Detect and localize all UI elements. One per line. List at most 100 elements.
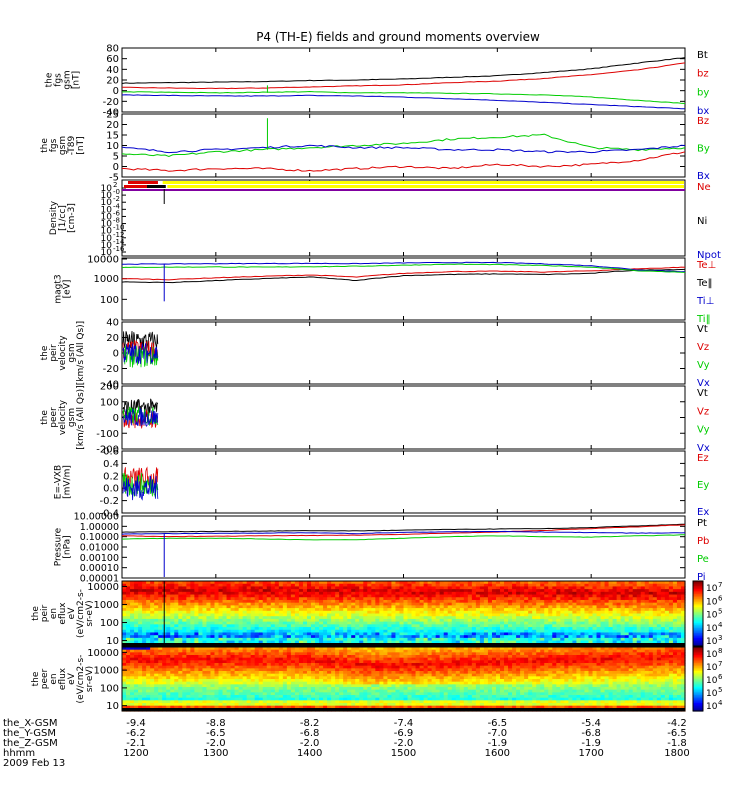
spectrogram-cell [427, 586, 433, 590]
spectrogram-cell [298, 597, 304, 601]
spectrogram-cell [282, 676, 288, 680]
spectrogram-cell [134, 668, 139, 672]
spectrogram-cell [130, 663, 135, 667]
spectrogram-cell [467, 632, 473, 636]
spectrogram-cell [676, 591, 682, 596]
spectrogram-cell [327, 624, 332, 628]
spectrogram-cell [186, 705, 191, 709]
spectrogram-cell [178, 697, 183, 701]
spectrogram-cell [270, 663, 276, 667]
spectrogram-cell [242, 671, 248, 675]
spectrogram-cell [395, 589, 401, 593]
spectrogram-cell [186, 676, 191, 680]
spectrogram-cell [504, 594, 509, 598]
spectrogram-cell [222, 657, 228, 661]
spectrogram-cell [471, 589, 477, 593]
spectrogram-cell [475, 599, 481, 604]
spectrogram-cell [600, 583, 606, 588]
spectrogram-cell [648, 586, 654, 590]
spectrogram-cell [419, 605, 425, 609]
spectrogram-cell [463, 632, 469, 636]
spectrogram-cell [435, 632, 441, 636]
spectrogram-cell [387, 632, 393, 636]
spectrogram-cell [122, 673, 127, 677]
spectrogram-cell [536, 586, 541, 590]
spectrogram-cell [266, 618, 272, 623]
y-tick-label: 0 [113, 162, 119, 173]
spectrogram-cell [146, 586, 151, 590]
spectrogram-cell [588, 640, 594, 644]
spectrogram-cell [182, 624, 187, 628]
spectrogram-cell [572, 599, 578, 604]
spectrogram-cell [500, 594, 505, 598]
colorbar-cell [693, 611, 703, 615]
spectrogram-cell [234, 629, 240, 634]
spectrogram-cell [552, 589, 557, 593]
spectrogram-cell [142, 635, 147, 639]
spectrogram-cell [194, 581, 200, 585]
spectrogram-cell [174, 586, 179, 590]
spectrogram-cell [146, 668, 151, 672]
spectrogram-cell [540, 597, 545, 601]
spectrogram-cell [134, 697, 139, 701]
spectrogram-cell [282, 616, 288, 620]
spectrogram-cell [182, 692, 187, 696]
spectrogram-cell [134, 610, 139, 615]
spectrogram-cell [463, 599, 469, 604]
spectrogram-cell [363, 621, 368, 625]
spectrogram-cell [262, 671, 268, 675]
y-axis-label-line: the [40, 138, 50, 153]
spectrogram-cell [367, 616, 372, 620]
spectrogram-cell [664, 613, 670, 617]
spectrogram-cell [182, 663, 187, 667]
spectrogram-cell [311, 586, 316, 590]
spectrogram-cell [202, 629, 208, 634]
spectrogram-cell [122, 692, 127, 696]
spectrogram-cell [158, 608, 163, 612]
colorbar-cell [693, 615, 703, 618]
spectrogram-cell [648, 629, 654, 634]
spectrogram-cell [596, 589, 602, 593]
spectrogram-cell [126, 665, 131, 669]
spectrogram-cell [146, 610, 151, 615]
spectrogram-cell [319, 671, 324, 675]
spectrogram-cell [620, 635, 626, 639]
spectrogram-cell [311, 632, 316, 636]
spectrogram-cell [636, 627, 642, 631]
spectrogram-cell [495, 597, 501, 601]
spectrogram-cell [146, 594, 151, 598]
spectrogram-cell [315, 610, 320, 615]
spectrogram-cell [512, 594, 517, 598]
spectrogram-cell [648, 599, 654, 604]
spectrogram-cell [250, 689, 256, 693]
spectrogram-cell [311, 695, 316, 699]
spectrogram-cell [186, 635, 191, 639]
spectrogram-cell [451, 605, 457, 609]
spectrogram-cell [528, 589, 533, 593]
spectrogram-cell [254, 700, 260, 704]
spectrogram-cell [544, 629, 549, 634]
spectrogram-cell [483, 608, 489, 612]
spectrogram-cell [423, 632, 429, 636]
spectrogram-cell [130, 608, 135, 612]
spectrogram-cell [150, 624, 155, 628]
spectrogram-cell [266, 703, 272, 707]
spectrogram-cell [552, 624, 557, 628]
spectrogram-cell [427, 635, 433, 639]
spectrogram-cell [660, 640, 666, 644]
spectrogram-cell [306, 671, 312, 675]
spectrogram-cell [339, 621, 344, 625]
spectrogram-cell [479, 635, 485, 639]
spectrogram-cell [620, 624, 626, 628]
spectrogram-cell [315, 616, 320, 620]
legend-Bx: Bx [697, 171, 710, 182]
spectrogram-cell [182, 602, 187, 606]
spectrogram-cell [130, 637, 135, 642]
spectrogram-cell [210, 616, 216, 620]
spectrogram-cell [146, 703, 151, 707]
spectrogram-cell [170, 647, 175, 651]
spectrogram-cell [620, 597, 626, 601]
spectrogram-cell [423, 624, 429, 628]
spectrogram-cell [250, 640, 256, 644]
spectrogram-cell [387, 581, 393, 585]
